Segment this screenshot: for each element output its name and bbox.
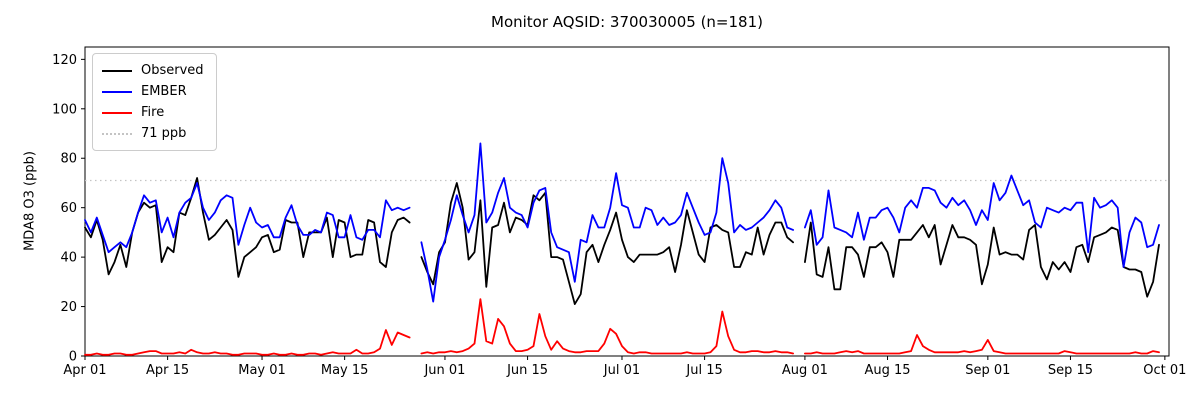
y-tick-label: 60 [60, 201, 77, 216]
observed-line [420, 182, 794, 306]
x-tick-label: May 15 [321, 363, 369, 378]
ember-line-sample [102, 90, 132, 93]
y-tick-label: 100 [52, 102, 77, 117]
x-tick-label: Apr 15 [146, 363, 189, 378]
x-tick-label: Jul 01 [603, 363, 640, 378]
y-tick-label: 120 [52, 53, 77, 68]
x-tick-label: Oct 01 [1143, 363, 1186, 378]
legend: Observed EMBER Fire 71 ppb [92, 53, 217, 151]
x-tick-label: Jul 15 [685, 363, 722, 378]
x-tick-label: May 01 [238, 363, 286, 378]
legend-item-fire: Fire [102, 102, 204, 123]
fire-line [804, 334, 1160, 355]
x-tick-label: Jun 15 [506, 363, 548, 378]
y-tick-label: 40 [60, 251, 77, 266]
fire-line [84, 329, 411, 356]
x-tick-label: Aug 01 [782, 363, 828, 378]
legend-item-threshold: 71 ppb [102, 123, 204, 144]
legend-item-observed: Observed [102, 60, 204, 81]
x-tick-label: Sep 01 [965, 363, 1010, 378]
x-tick-label: Jun 01 [423, 363, 465, 378]
observed-line [804, 221, 1160, 298]
legend-label-ember: EMBER [141, 84, 187, 99]
legend-label-threshold: 71 ppb [141, 126, 187, 141]
x-tick-label: Sep 15 [1048, 363, 1093, 378]
y-tick-label: 0 [69, 350, 77, 365]
fire-line-sample [102, 111, 132, 114]
x-tick-label: Apr 01 [63, 363, 106, 378]
observed-line-sample [102, 69, 132, 72]
x-tick-label: Aug 15 [864, 363, 910, 378]
y-tick-label: 80 [60, 152, 77, 167]
threshold-line-sample [102, 132, 132, 135]
chart-title: Monitor AQSID: 370030005 (n=181) [491, 13, 763, 31]
ember-line [420, 142, 794, 303]
fire-line [420, 298, 794, 355]
legend-item-ember: EMBER [102, 81, 204, 102]
plot-frame [84, 46, 1170, 357]
y-tick-label: 20 [60, 300, 77, 315]
legend-label-fire: Fire [141, 105, 165, 120]
ember-line [84, 182, 411, 254]
legend-label-observed: Observed [141, 63, 204, 78]
ember-line [804, 174, 1160, 268]
